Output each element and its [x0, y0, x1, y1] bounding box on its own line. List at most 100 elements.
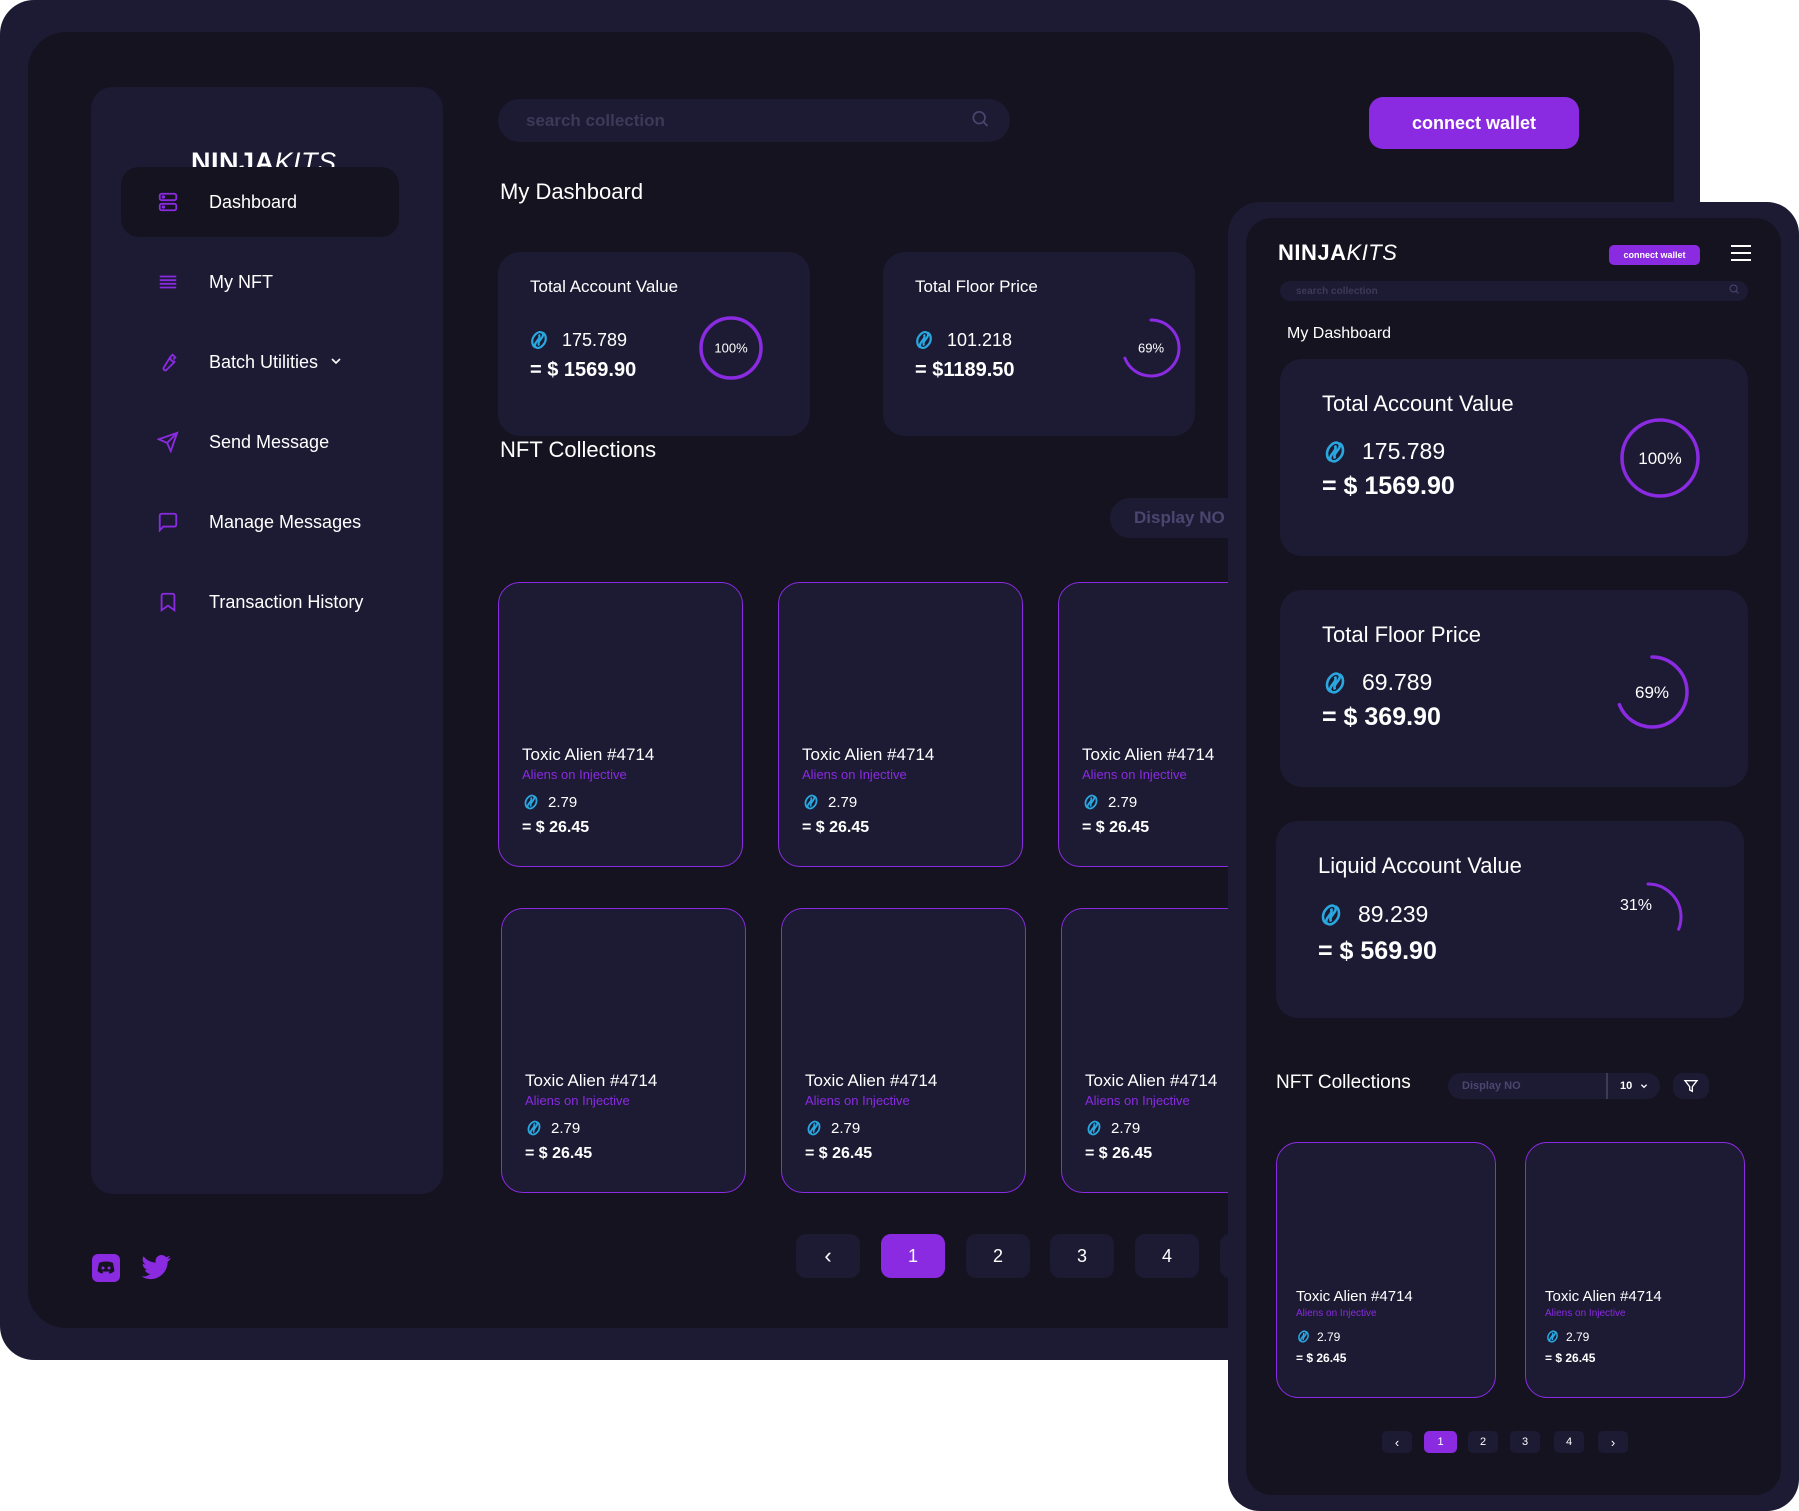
nft-card[interactable]: Toxic Alien #4714 Aliens on Injective 2.… — [781, 908, 1026, 1193]
sidebar-item-label: My NFT — [209, 271, 273, 292]
divider — [1606, 1073, 1608, 1099]
pagination-page-3[interactable]: 3 — [1510, 1431, 1540, 1453]
progress-ring: 31% — [1613, 882, 1683, 952]
nft-card[interactable]: Toxic Alien #4714 Aliens on Injective 2.… — [778, 582, 1023, 867]
search-icon[interactable] — [970, 108, 990, 133]
brand-name-secondary: KITS — [1346, 240, 1398, 265]
injective-token-icon — [805, 1119, 823, 1137]
injective-token-icon — [913, 329, 935, 351]
sidebar-item-label: Manage Messages — [209, 511, 362, 532]
filter-icon — [1683, 1078, 1699, 1094]
pagination-page-4[interactable]: 4 — [1135, 1234, 1199, 1278]
token-value: 69.789 — [1362, 669, 1433, 695]
chevron-down-icon[interactable] — [330, 355, 342, 370]
progress-ring: 69% — [1121, 318, 1181, 378]
pagination-page-4[interactable]: 4 — [1554, 1431, 1584, 1453]
nft-usd-value: = $ 26.45 — [1545, 1351, 1596, 1365]
stat-card-total-account-value: Total Account Value 175.789 = $ 1569.90 … — [1280, 359, 1748, 556]
per-page-select[interactable]: 10 — [1608, 1073, 1660, 1099]
nft-card[interactable]: Toxic Alien #4714 Aliens on Injective 2.… — [1525, 1142, 1745, 1398]
bookmark-icon — [155, 589, 181, 615]
nft-title: Toxic Alien #4714 — [1085, 1071, 1218, 1090]
token-amount: 69.789 — [1322, 669, 1432, 696]
sidebar-item-label: Batch Utilities — [209, 351, 319, 372]
section-title-nft-collections: NFT Collections — [1276, 1072, 1411, 1093]
stat-label: Total Floor Price — [1322, 622, 1481, 647]
injective-token-icon — [528, 329, 550, 351]
nft-price: 2.79 — [802, 793, 857, 811]
nft-card[interactable]: Toxic Alien #4714 Aliens on Injective 2.… — [498, 582, 743, 867]
injective-token-icon — [1322, 439, 1348, 465]
nft-price-value: 2.79 — [1108, 793, 1138, 811]
sidebar-item-transaction-history[interactable]: Transaction History — [121, 567, 399, 637]
pagination-prev-button[interactable]: ‹ — [1382, 1431, 1412, 1453]
display-count-field[interactable]: Display NO — [1448, 1073, 1606, 1099]
twitter-icon[interactable] — [140, 1252, 172, 1284]
nft-price-value: 2.79 — [828, 793, 858, 811]
injective-token-icon — [1322, 670, 1348, 696]
usd-value: = $ 1569.90 — [1322, 472, 1455, 500]
send-icon — [155, 429, 181, 455]
token-amount: 175.789 — [1322, 438, 1445, 465]
connect-wallet-button[interactable]: connect wallet — [1369, 97, 1579, 149]
search-input[interactable] — [498, 99, 1010, 142]
injective-token-icon — [1082, 793, 1100, 811]
nft-collection-name: Aliens on Injective — [525, 1093, 630, 1108]
nft-card[interactable]: Toxic Alien #4714 Aliens on Injective 2.… — [501, 908, 746, 1193]
progress-ring-arc — [1121, 318, 1181, 378]
pagination-page-2[interactable]: 2 — [1468, 1431, 1498, 1453]
filter-button[interactable] — [1673, 1073, 1709, 1099]
token-value: 175.789 — [1362, 438, 1446, 464]
sidebar-item-send-message[interactable]: Send Message — [121, 407, 399, 477]
stat-card-total-floor-price: Total Floor Price 101.218 = $1189.50 69% — [883, 252, 1195, 436]
search-input[interactable] — [1280, 281, 1748, 302]
usd-value: = $ 569.90 — [1318, 937, 1437, 965]
sidebar-item-dashboard[interactable]: Dashboard — [121, 167, 399, 237]
stat-card-total-floor-price: Total Floor Price 69.789 = $ 369.90 69% — [1280, 590, 1748, 787]
nft-price: 2.79 — [525, 1119, 580, 1137]
sidebar-item-manage-messages[interactable]: Manage Messages — [121, 487, 399, 557]
brand-logo[interactable]: NINJAKITS — [1278, 240, 1397, 266]
stat-label: Total Account Value — [530, 277, 679, 296]
progress-ring: 100% — [1620, 418, 1700, 498]
usd-value: = $ 369.90 — [1322, 703, 1441, 731]
sidebar-item-my-nft[interactable]: My NFT — [121, 247, 399, 317]
progress-ring-arc — [699, 316, 763, 380]
nft-price-value: 2.79 — [1317, 1329, 1341, 1344]
progress-ring: 69% — [1615, 655, 1689, 729]
pagination-page-1[interactable]: 1 — [1424, 1431, 1457, 1453]
sidebar-item-label: Dashboard — [209, 191, 298, 212]
chevron-down-icon — [1640, 1082, 1648, 1090]
mobile-screen: NINJAKITS connect wallet My Dashboard To… — [1246, 218, 1781, 1495]
section-title-nft-collections: NFT Collections — [500, 437, 657, 462]
pagination-page-2[interactable]: 2 — [966, 1234, 1030, 1278]
injective-token-icon — [1318, 902, 1344, 928]
progress-ring-label: 69% — [1138, 341, 1164, 356]
stat-label: Liquid Account Value — [1318, 853, 1522, 878]
page-title: My Dashboard — [500, 179, 644, 204]
pagination-next-button[interactable]: › — [1598, 1431, 1628, 1453]
wrench-icon — [155, 349, 181, 375]
progress-ring-label: 100% — [1638, 449, 1681, 468]
search-icon[interactable] — [1728, 282, 1740, 300]
mobile-frame: NINJAKITS connect wallet My Dashboard To… — [1228, 202, 1799, 1511]
page-title: My Dashboard — [1287, 325, 1392, 342]
list-icon — [155, 269, 181, 295]
nft-usd-value: = $ 26.45 — [525, 1145, 593, 1162]
sidebar-item-label: Transaction History — [209, 591, 364, 612]
nft-title: Toxic Alien #4714 — [522, 745, 655, 764]
pagination-page-3[interactable]: 3 — [1050, 1234, 1114, 1278]
pagination-prev-button[interactable]: ‹ — [796, 1234, 860, 1278]
sidebar-item-batch-utilities[interactable]: Batch Utilities — [121, 327, 399, 397]
hamburger-menu-icon[interactable] — [1730, 244, 1752, 267]
injective-token-icon — [1545, 1329, 1560, 1344]
nft-price: 2.79 — [1085, 1119, 1140, 1137]
nft-collection-name: Aliens on Injective — [802, 767, 907, 782]
per-page-value: 10 — [1620, 1080, 1633, 1092]
nft-card[interactable]: Toxic Alien #4714 Aliens on Injective 2.… — [1276, 1142, 1496, 1398]
discord-icon[interactable] — [90, 1252, 122, 1284]
token-amount: 175.789 — [528, 329, 627, 351]
pagination-page-1[interactable]: 1 — [881, 1234, 945, 1278]
connect-wallet-button[interactable]: connect wallet — [1609, 245, 1700, 265]
nft-usd-value: = $ 26.45 — [802, 819, 870, 836]
